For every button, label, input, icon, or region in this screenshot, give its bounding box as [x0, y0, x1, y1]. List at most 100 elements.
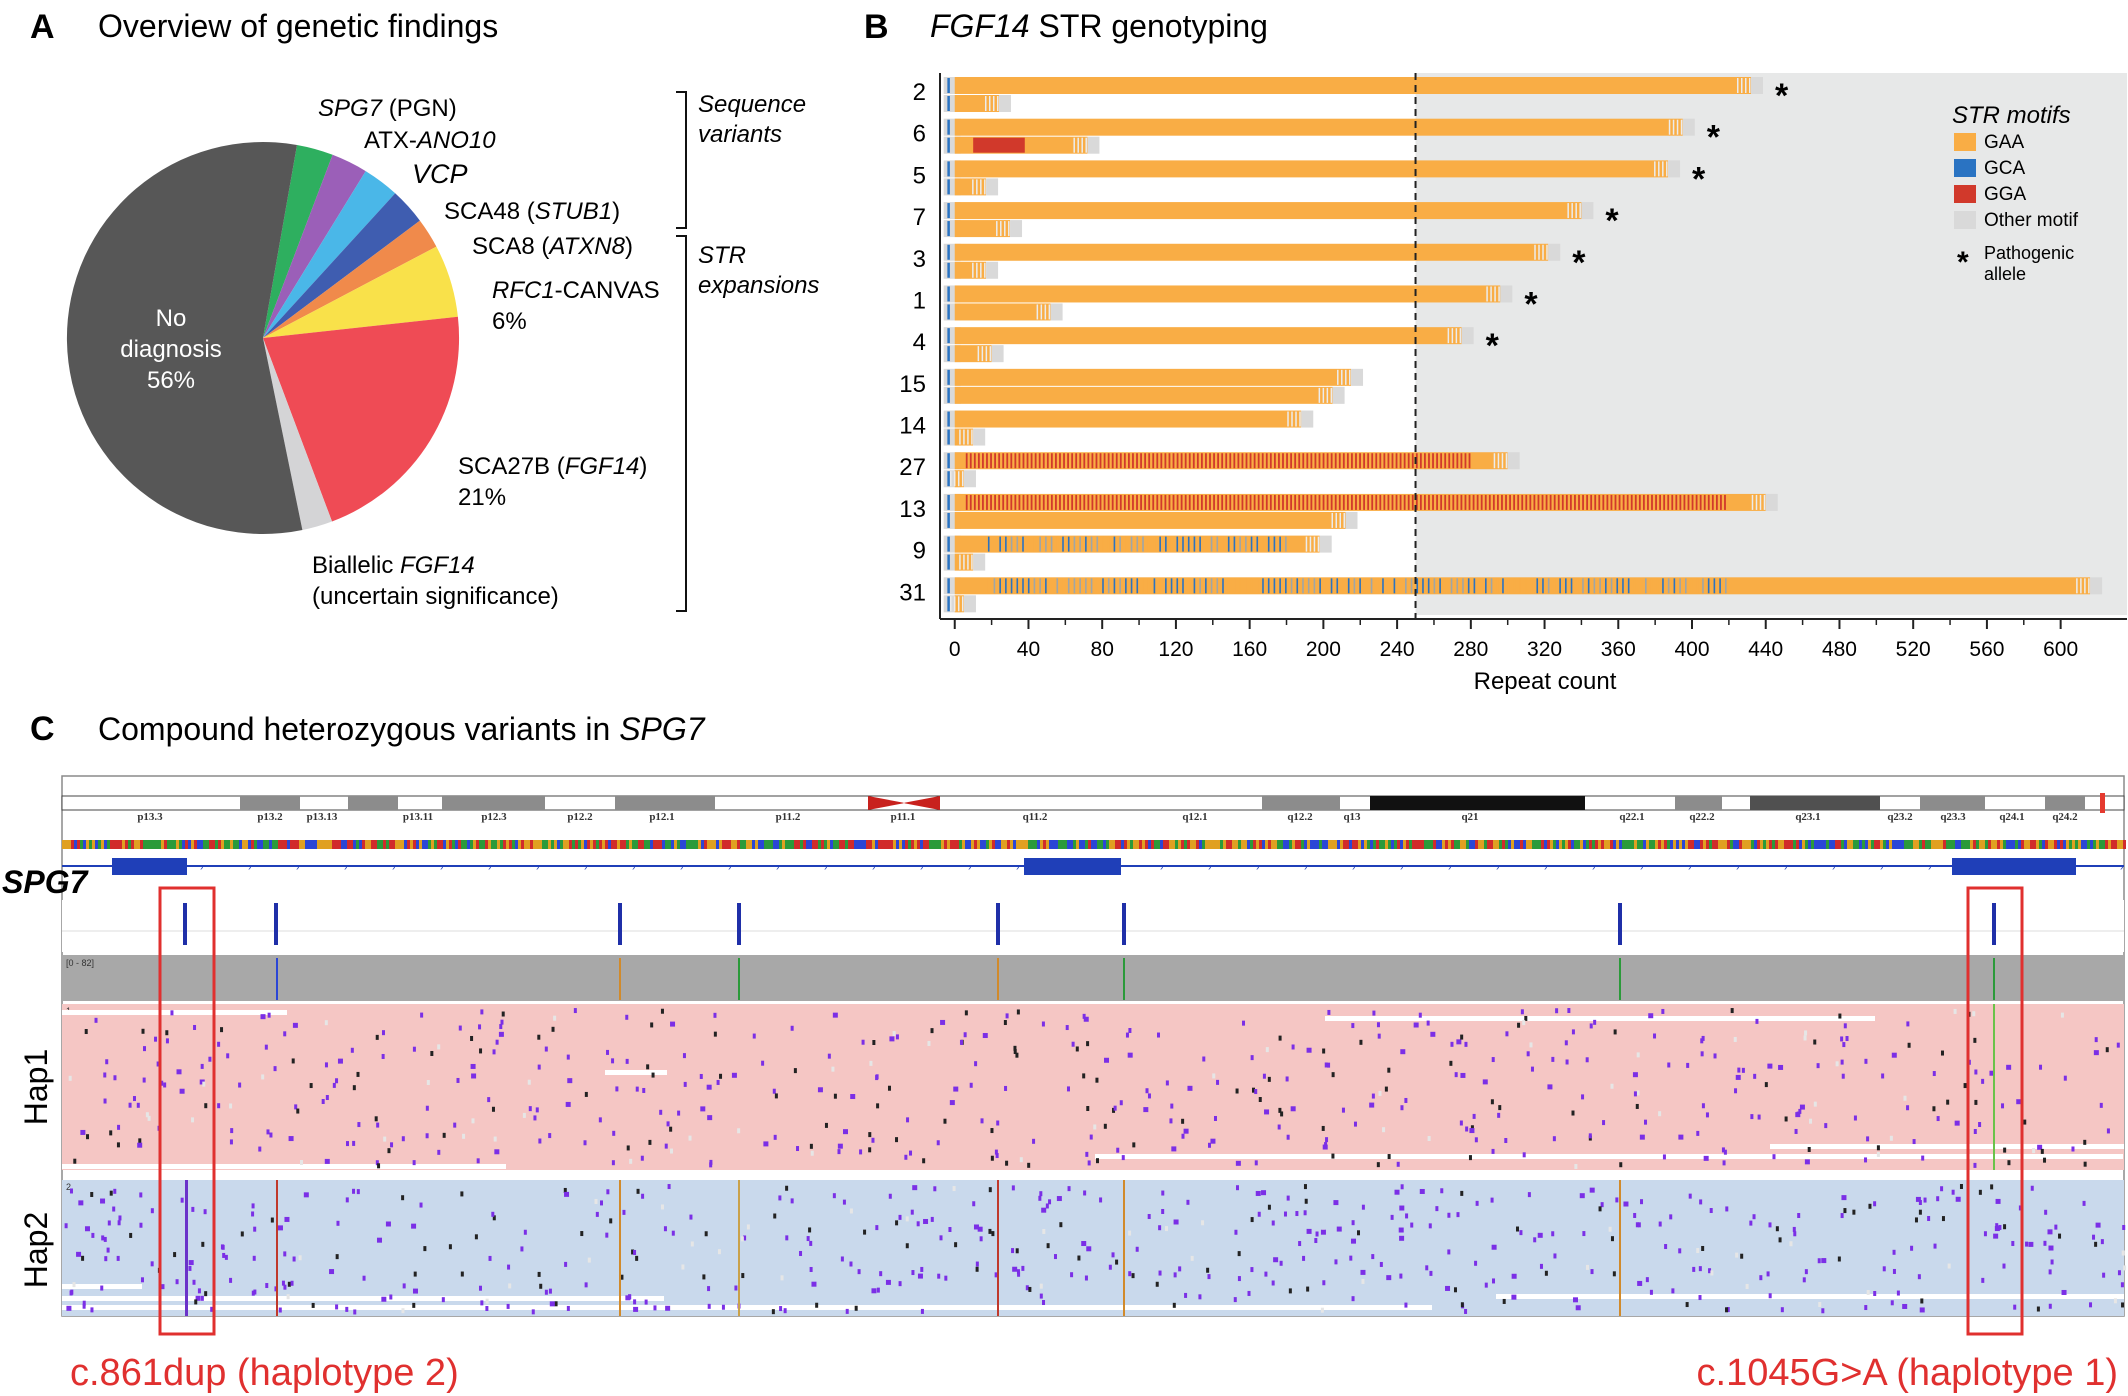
read-mismatch: [1581, 1094, 1585, 1100]
allele-gga-stripe: [1509, 494, 1511, 510]
allele-end-noise: [1498, 286, 1500, 302]
allele-gga-stripe: [1355, 453, 1357, 469]
read-mismatch: [1633, 1212, 1637, 1218]
read-mismatch: [644, 1299, 648, 1305]
read-mismatch: [1533, 1237, 1537, 1243]
reference-base: [209, 840, 212, 849]
strand-arrow: ›: [1928, 862, 1931, 873]
read-mismatch: [1993, 1233, 1999, 1239]
ideogram: [61, 795, 2125, 811]
allele-gca-stripe: [1073, 578, 1076, 594]
allele-gga-stripe: [1022, 494, 1025, 510]
reference-base: [1136, 840, 1139, 849]
panel-b-title-rest: STR genotyping: [1030, 8, 1268, 44]
allele-gga-stripe: [1002, 494, 1005, 510]
read-mismatch: [1271, 1280, 1275, 1286]
read-mismatch: [1710, 1270, 1714, 1276]
read-mismatch: [221, 1244, 225, 1250]
reference-base: [1139, 840, 1142, 849]
legend-swatch: [1954, 211, 1976, 229]
read-mismatch: [1573, 1297, 1579, 1303]
panel-b-letter: B: [864, 8, 889, 46]
reference-base: [1775, 840, 1778, 849]
reference-base: [1301, 840, 1304, 849]
reference-base: [2024, 840, 2027, 849]
read-mismatch: [78, 1200, 84, 1206]
reference-base: [701, 840, 704, 849]
reference-base: [1031, 840, 1034, 849]
reference-base: [1460, 840, 1463, 849]
read-mismatch: [898, 1214, 902, 1220]
read-mismatch: [761, 1060, 765, 1066]
read-mismatch: [885, 1279, 891, 1285]
reference-base: [2003, 840, 2006, 849]
read-mismatch: [266, 1129, 270, 1135]
read-mismatch: [345, 1197, 349, 1203]
allele-gga-stripe: [1448, 453, 1451, 469]
read-mismatch: [1278, 1107, 1282, 1113]
read-mismatch: [564, 1261, 568, 1267]
reference-base: [1427, 840, 1430, 849]
read-mismatch: [651, 1072, 655, 1078]
read-mismatch: [1973, 1037, 1977, 1043]
read-mismatch: [251, 1211, 255, 1217]
allele-gga-stripe: [1229, 494, 1232, 510]
allele-end-noise: [1666, 161, 1668, 177]
reference-base: [1085, 840, 1088, 849]
reference-base: [1184, 840, 1187, 849]
read-mismatch: [1876, 1145, 1880, 1151]
read-mismatch: [1427, 1136, 1431, 1142]
read-mismatch: [1482, 1079, 1488, 1085]
allele-gga-stripe: [1492, 494, 1495, 510]
read-gap: [1496, 1294, 2124, 1299]
reference-base: [95, 840, 98, 849]
read-mismatch: [1264, 1271, 1268, 1277]
read-mismatch: [1636, 1052, 1640, 1058]
read-mismatch: [1208, 1142, 1212, 1148]
reference-base: [236, 840, 239, 849]
reference-base: [1019, 840, 1022, 849]
reference-base: [1964, 840, 1967, 849]
read-mismatch: [875, 1225, 879, 1231]
read-mismatch: [1551, 1056, 1555, 1062]
pathogenic-range-shade: [1415, 73, 2127, 615]
allele-end-noise: [1330, 387, 1333, 403]
allele-gca-stripe: [1667, 578, 1670, 594]
allele-bar: [954, 77, 1751, 94]
allele-gca-stripe: [1010, 578, 1013, 594]
read-mismatch: [375, 1160, 379, 1166]
read-mismatch: [506, 1303, 510, 1309]
pie-slice: [66, 142, 303, 535]
read-mismatch: [229, 1103, 233, 1109]
read-mismatch: [1725, 1307, 1729, 1313]
read-mismatch: [857, 1269, 861, 1275]
read-mismatch: [1973, 1162, 1977, 1168]
read-mismatch: [1671, 1288, 1675, 1294]
reference-base: [848, 840, 851, 849]
read-mismatch: [625, 1014, 629, 1020]
sample-label: 15: [899, 371, 926, 398]
read-mismatch: [1918, 1209, 1922, 1215]
read-mismatch: [1866, 1136, 1870, 1142]
allele-gga-stripe: [1711, 494, 1714, 510]
reference-base: [2096, 840, 2099, 849]
allele-gga-stripe: [1286, 453, 1288, 469]
reference-base: [542, 840, 545, 849]
read-mismatch: [522, 1112, 526, 1118]
read-mismatch: [1361, 1278, 1365, 1284]
allele-gca-stripe: [1016, 536, 1019, 552]
allele-gca-stripe: [1416, 578, 1419, 594]
reference-base: [350, 840, 353, 849]
read-mismatch: [357, 1122, 361, 1128]
allele-gga-stripe: [1192, 494, 1195, 510]
reference-base: [416, 840, 419, 849]
allele-gga-stripe: [1298, 453, 1301, 469]
read-mismatch: [659, 1109, 663, 1115]
allele-end-noise: [949, 596, 952, 612]
reference-base: [572, 840, 575, 849]
read-mismatch: [208, 1056, 212, 1062]
read-mismatch: [1491, 1057, 1495, 1063]
reference-base: [806, 840, 809, 849]
allele-gga-stripe: [1379, 494, 1382, 510]
